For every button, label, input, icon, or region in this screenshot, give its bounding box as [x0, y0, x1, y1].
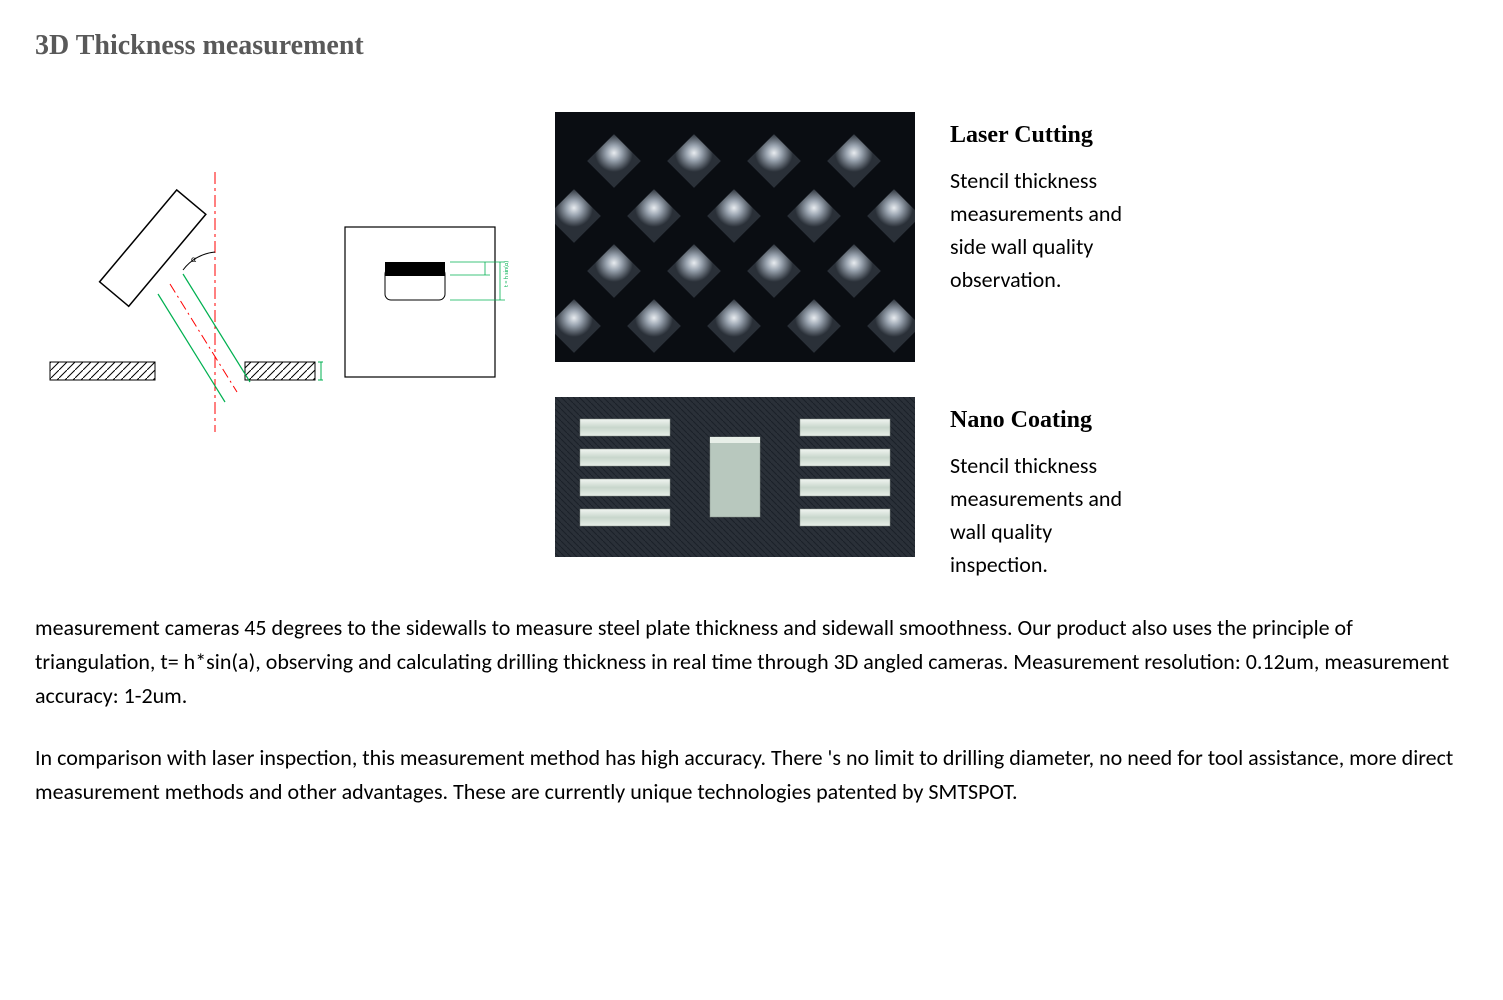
triangulation-diagram: α	[35, 162, 325, 442]
body-para-2: In comparison with laser inspection, thi…	[35, 741, 1473, 809]
nano-coating-heading: Nano Coating	[950, 407, 1155, 434]
laser-cutting-block: Laser Cutting Stencil thickness measurem…	[555, 112, 1155, 367]
aperture-box-diagram: t = h sin(α)	[340, 212, 520, 392]
diagram-section: α t = h sin(α)	[35, 112, 525, 442]
laser-cutting-image	[555, 112, 915, 367]
svg-text:α: α	[191, 254, 197, 265]
laser-cutting-heading: Laser Cutting	[950, 122, 1155, 149]
laser-cutting-desc: Stencil thickness measurements and side …	[950, 164, 1155, 296]
page-title: 3D Thickness measurement	[35, 30, 1473, 62]
nano-coating-image	[555, 397, 915, 562]
laser-cutting-text: Laser Cutting Stencil thickness measurem…	[950, 112, 1155, 296]
body-para-1: measurement cameras 45 degrees to the si…	[35, 611, 1473, 713]
content-row: α t = h sin(α)	[35, 112, 1473, 581]
images-column: Laser Cutting Stencil thickness measurem…	[555, 112, 1155, 581]
body-text: measurement cameras 45 degrees to the si…	[35, 611, 1473, 809]
nano-coating-desc: Stencil thickness measurements and wall …	[950, 449, 1155, 581]
svg-text:t = h sin(α): t = h sin(α)	[502, 261, 510, 287]
nano-coating-text: Nano Coating Stencil thickness measureme…	[950, 397, 1155, 581]
nano-coating-block: Nano Coating Stencil thickness measureme…	[555, 397, 1155, 581]
